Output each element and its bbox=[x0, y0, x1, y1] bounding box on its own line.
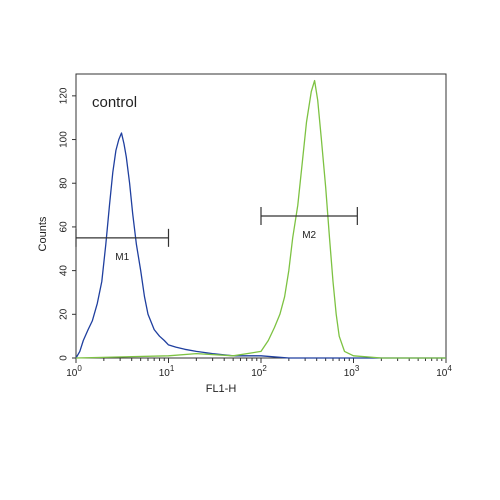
series-line-2 bbox=[75, 79, 446, 359]
y-axis-label: Counts bbox=[37, 216, 49, 251]
x-tick-label: 101 bbox=[159, 364, 175, 379]
x-tick-label: 103 bbox=[344, 364, 360, 379]
y-tick-label: 40 bbox=[59, 265, 70, 277]
gate-marker-label: M1 bbox=[115, 252, 129, 263]
x-tick-label: 102 bbox=[251, 364, 267, 379]
chart-annotation: control bbox=[92, 94, 137, 111]
x-axis-label: FL1-H bbox=[206, 383, 237, 395]
series-line-1 bbox=[75, 132, 446, 359]
y-tick-label: 60 bbox=[59, 221, 70, 233]
x-tick-label: 104 bbox=[436, 364, 452, 379]
y-tick-label: 80 bbox=[59, 177, 70, 189]
y-tick-label: 0 bbox=[59, 355, 70, 361]
gate-marker-label: M2 bbox=[302, 230, 316, 241]
plot-area: 0 20 40 60 80 100 120 100 101 102 103 104 M1 M2 bbox=[59, 73, 452, 379]
y-tick-label: 120 bbox=[59, 87, 70, 104]
x-tick-label: 100 bbox=[66, 364, 82, 379]
y-tick-label: 100 bbox=[59, 131, 70, 148]
y-tick-label: 20 bbox=[59, 308, 70, 320]
